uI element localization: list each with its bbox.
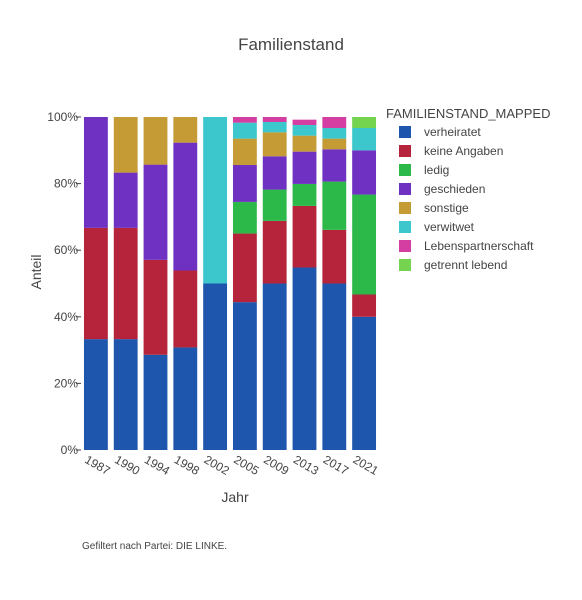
bar-verheiratet-2013 [292, 267, 317, 450]
legend-swatch [399, 145, 411, 157]
bar-geschieden-1998 [173, 142, 198, 271]
bar-ledig-2021 [352, 194, 377, 295]
legend-swatch [399, 164, 411, 176]
legend-swatch [399, 183, 411, 195]
legend-swatch [399, 221, 411, 233]
y-tick-label: 80% [54, 177, 78, 191]
bar-verheiratet-2017 [322, 283, 347, 450]
bar-verwitwet-2009 [262, 122, 287, 133]
bar-verheiratet-1994 [143, 354, 168, 450]
bar-ledig-2009 [262, 189, 287, 221]
y-tick-label: 20% [54, 376, 78, 390]
bar-sonstige-2017 [322, 138, 347, 150]
y-axis-ticks: 0% 20% 40% 60% 80% 100% [47, 110, 81, 457]
bar-ledig-2017 [322, 181, 347, 230]
bar-geschieden-2017 [322, 149, 347, 182]
bar-verheiratet-1987 [83, 339, 108, 450]
chart-title: Familienstand [238, 35, 344, 54]
bar-keine-angaben-1987 [83, 227, 108, 340]
legend-label: verheiratet [424, 125, 481, 139]
bar-verwitwet-2002 [203, 117, 228, 284]
legend-label: getrennt lebend [424, 258, 507, 272]
x-tick-label: 1987 [82, 452, 112, 478]
x-tick-label: 2013 [291, 452, 321, 478]
bar-geschieden-1994 [143, 164, 168, 260]
bar-ledig-2013 [292, 183, 317, 206]
bar-verwitwet-2005 [232, 122, 257, 139]
legend: FAMILIENSTAND_MAPPED verheiratet keine An… [386, 106, 550, 272]
x-tick-label: 2021 [351, 452, 381, 478]
bar-lebenspartnerschaft-2009 [262, 117, 287, 122]
bar-verwitwet-2017 [322, 127, 347, 139]
x-tick-label: 2005 [231, 452, 261, 478]
legend-label: verwitwet [424, 220, 475, 234]
y-tick-label: 40% [54, 310, 78, 324]
bar-geschieden-2021 [352, 150, 377, 195]
legend-label: keine Angaben [424, 144, 503, 158]
bar-geschieden-2009 [262, 156, 287, 190]
x-tick-label: 2017 [321, 452, 351, 478]
legend-label: Lebenspartnerschaft [424, 239, 534, 253]
bar-sonstige-2013 [292, 135, 317, 152]
bar-lebenspartnerschaft-2017 [322, 117, 347, 128]
x-tick-label: 1998 [172, 452, 202, 478]
bar-sonstige-1990 [113, 117, 138, 173]
legend-swatch [399, 259, 411, 271]
bar-keine-angaben-2005 [232, 233, 257, 303]
bar-verheiratet-1998 [173, 347, 198, 450]
bar-verwitwet-2013 [292, 124, 317, 136]
bar-keine-angaben-2017 [322, 229, 347, 284]
bar-geschieden-2013 [292, 151, 317, 184]
bar-sonstige-2005 [232, 138, 257, 165]
x-tick-label: 2009 [261, 452, 291, 478]
legend-swatch [399, 126, 411, 138]
legend-swatch [399, 202, 411, 214]
bar-keine-angaben-1998 [173, 270, 198, 348]
bar-keine-angaben-2013 [292, 205, 317, 268]
bar-verheiratet-2009 [262, 283, 287, 450]
bar-verheiratet-2002 [203, 283, 228, 450]
legend-label: geschieden [424, 182, 485, 196]
bar-keine-angaben-1990 [113, 227, 138, 340]
bar-lebenspartnerschaft-2013 [292, 119, 317, 125]
legend-label: sonstige [424, 201, 469, 215]
legend-title: FAMILIENSTAND_MAPPED [386, 106, 550, 121]
bar-ledig-2005 [232, 201, 257, 234]
y-tick-label: 100% [47, 110, 78, 124]
x-tick-label: 2002 [202, 452, 232, 478]
y-axis-title: Anteil [28, 254, 44, 289]
plot-area [83, 117, 377, 450]
bar-keine-angaben-1994 [143, 259, 168, 355]
legend-swatch [399, 240, 411, 252]
bar-geschieden-2005 [232, 164, 257, 202]
bar-sonstige-2009 [262, 132, 287, 157]
bar-lebenspartnerschaft-2005 [232, 117, 257, 123]
x-tick-label: 1994 [142, 452, 172, 478]
bar-getrennt-lebend-2021 [352, 117, 377, 128]
bar-keine-angaben-2009 [262, 220, 287, 284]
bar-keine-angaben-2021 [352, 294, 377, 317]
bar-geschieden-1987 [83, 117, 108, 228]
bar-sonstige-1994 [143, 117, 168, 165]
bar-sonstige-1998 [173, 117, 198, 143]
legend-label: ledig [424, 163, 449, 177]
bar-verwitwet-2021 [352, 127, 377, 151]
bar-geschieden-1990 [113, 172, 138, 228]
filter-note: Gefiltert nach Partei: DIE LINKE. [82, 541, 228, 552]
bar-verheiratet-2021 [352, 316, 377, 450]
x-tick-label: 1990 [112, 452, 142, 478]
x-axis-title: Jahr [221, 489, 249, 505]
y-tick-label: 60% [54, 243, 78, 257]
y-tick-label: 0% [61, 443, 79, 457]
bar-verheiratet-1990 [113, 339, 138, 450]
x-axis-ticks: 1987 1990 1994 1998 2002 2005 2009 2013 2017 2021 [82, 452, 381, 478]
bar-verheiratet-2005 [232, 302, 257, 450]
